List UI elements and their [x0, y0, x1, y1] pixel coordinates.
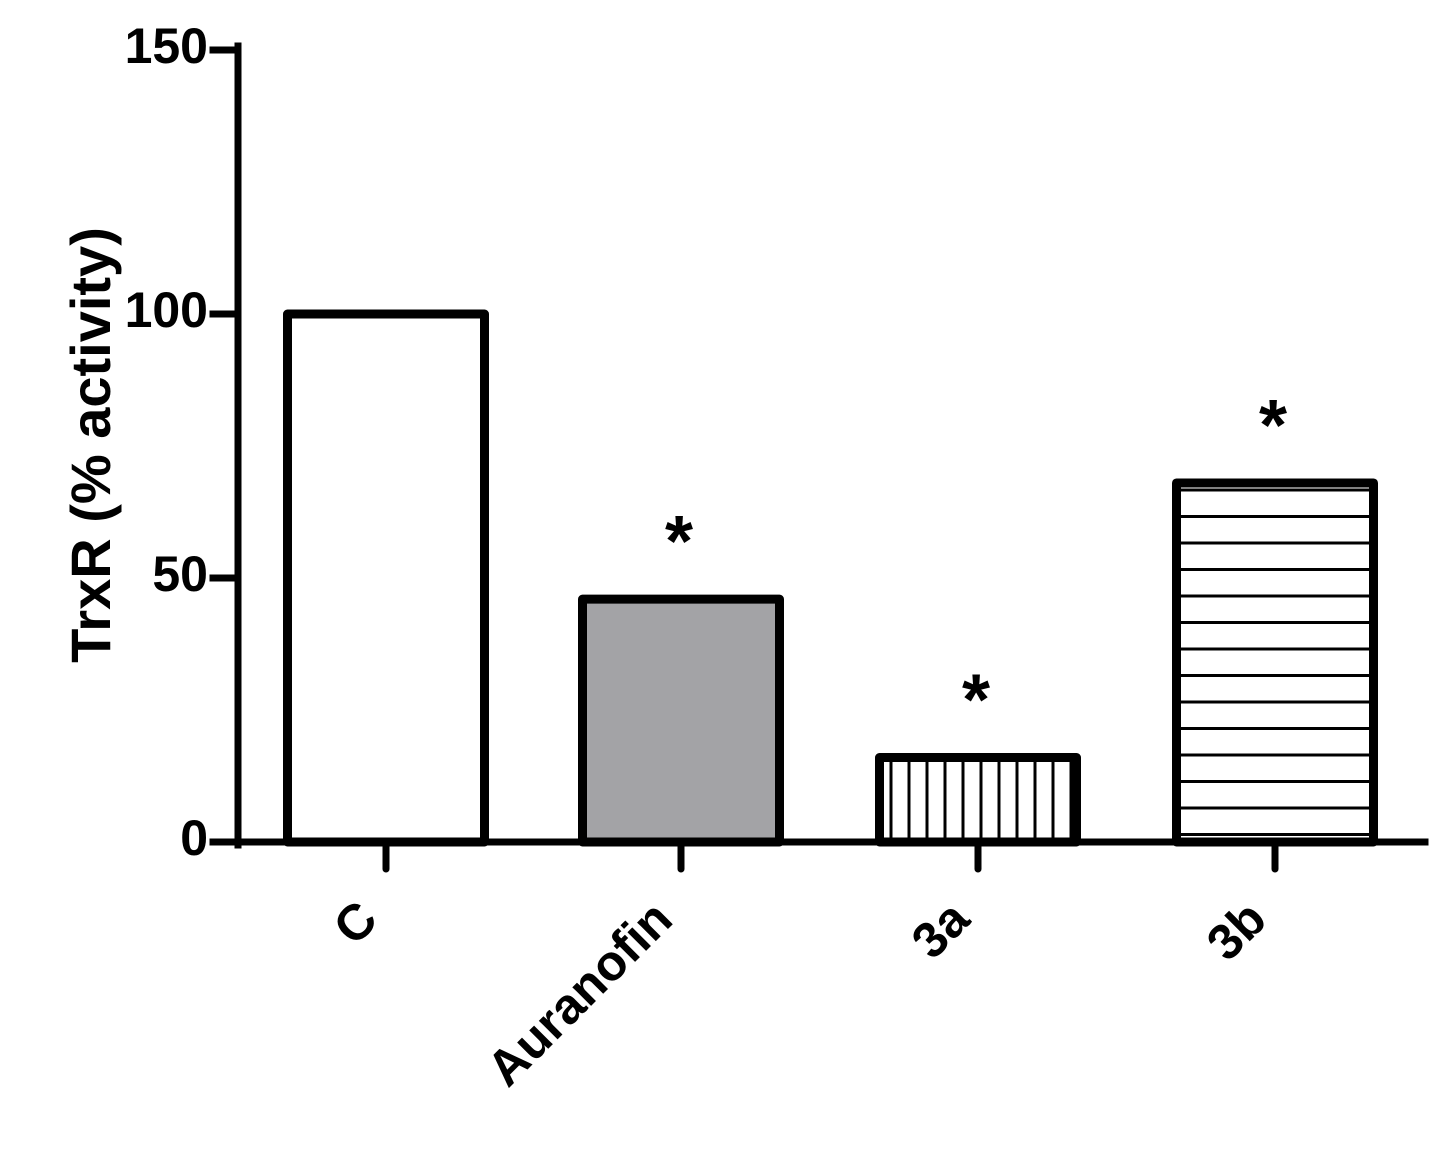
- bar-c: [283, 309, 489, 847]
- x-tick-label-3a: 3a: [901, 889, 981, 969]
- y-tick-label-150: 150: [125, 18, 208, 74]
- x-tick-label-c: C: [323, 890, 388, 955]
- significance-marker-3a: *: [962, 661, 990, 741]
- x-tick-label-3b: 3b: [1196, 890, 1277, 971]
- bar-auranofin: [578, 594, 784, 847]
- axes-layer: [209, 42, 1429, 873]
- significance-marker-auranofin: *: [665, 502, 693, 582]
- bar-3b: [1172, 478, 1378, 847]
- y-tick-label-50: 50: [152, 546, 208, 602]
- significance-marker-3b: *: [1259, 386, 1287, 466]
- y-tick-label-100: 100: [125, 282, 208, 338]
- bar-3a: [875, 753, 1081, 847]
- y-tick-label-0: 0: [180, 810, 208, 866]
- bars-layer: [283, 309, 1378, 847]
- x-tick-label-auranofin: Auranofin: [476, 890, 683, 1097]
- y-axis-title: TrxR (% activity): [59, 227, 122, 663]
